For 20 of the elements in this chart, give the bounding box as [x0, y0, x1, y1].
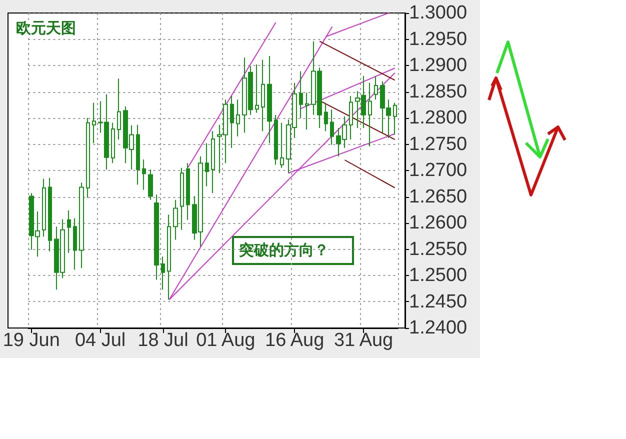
y-tick-label: 1.2650: [409, 186, 468, 208]
y-tick-label: 1.2450: [409, 291, 468, 312]
y-tick-label: 1.2800: [409, 108, 468, 128]
x-tick-label: 31 Aug: [334, 330, 394, 351]
y-tick-label: 1.2900: [409, 55, 468, 76]
y-tick-label: 1.2850: [409, 81, 468, 102]
y-tick-label: 1.2750: [409, 134, 468, 155]
y-tick-label: 1.2700: [409, 160, 468, 181]
y-tick-label: 1.2600: [409, 212, 468, 234]
y-tick-label: 1.2500: [409, 265, 468, 286]
x-tick-label: 01 Aug: [196, 330, 256, 351]
x-tick-label: 18 Jul: [138, 330, 188, 351]
y-tick-label: 1.2950: [409, 28, 468, 50]
text: 欧元天图: [16, 20, 76, 37]
x-tick-label: 19 Jun: [2, 330, 60, 351]
y-tick-label: 1.2400: [409, 318, 468, 338]
y-tick-label: 1.2550: [409, 238, 468, 260]
y-tick-label: 1.3000: [409, 2, 468, 24]
x-tick-label: 16 Aug: [265, 330, 324, 351]
x-tick-label: 04 Jul: [74, 330, 126, 351]
